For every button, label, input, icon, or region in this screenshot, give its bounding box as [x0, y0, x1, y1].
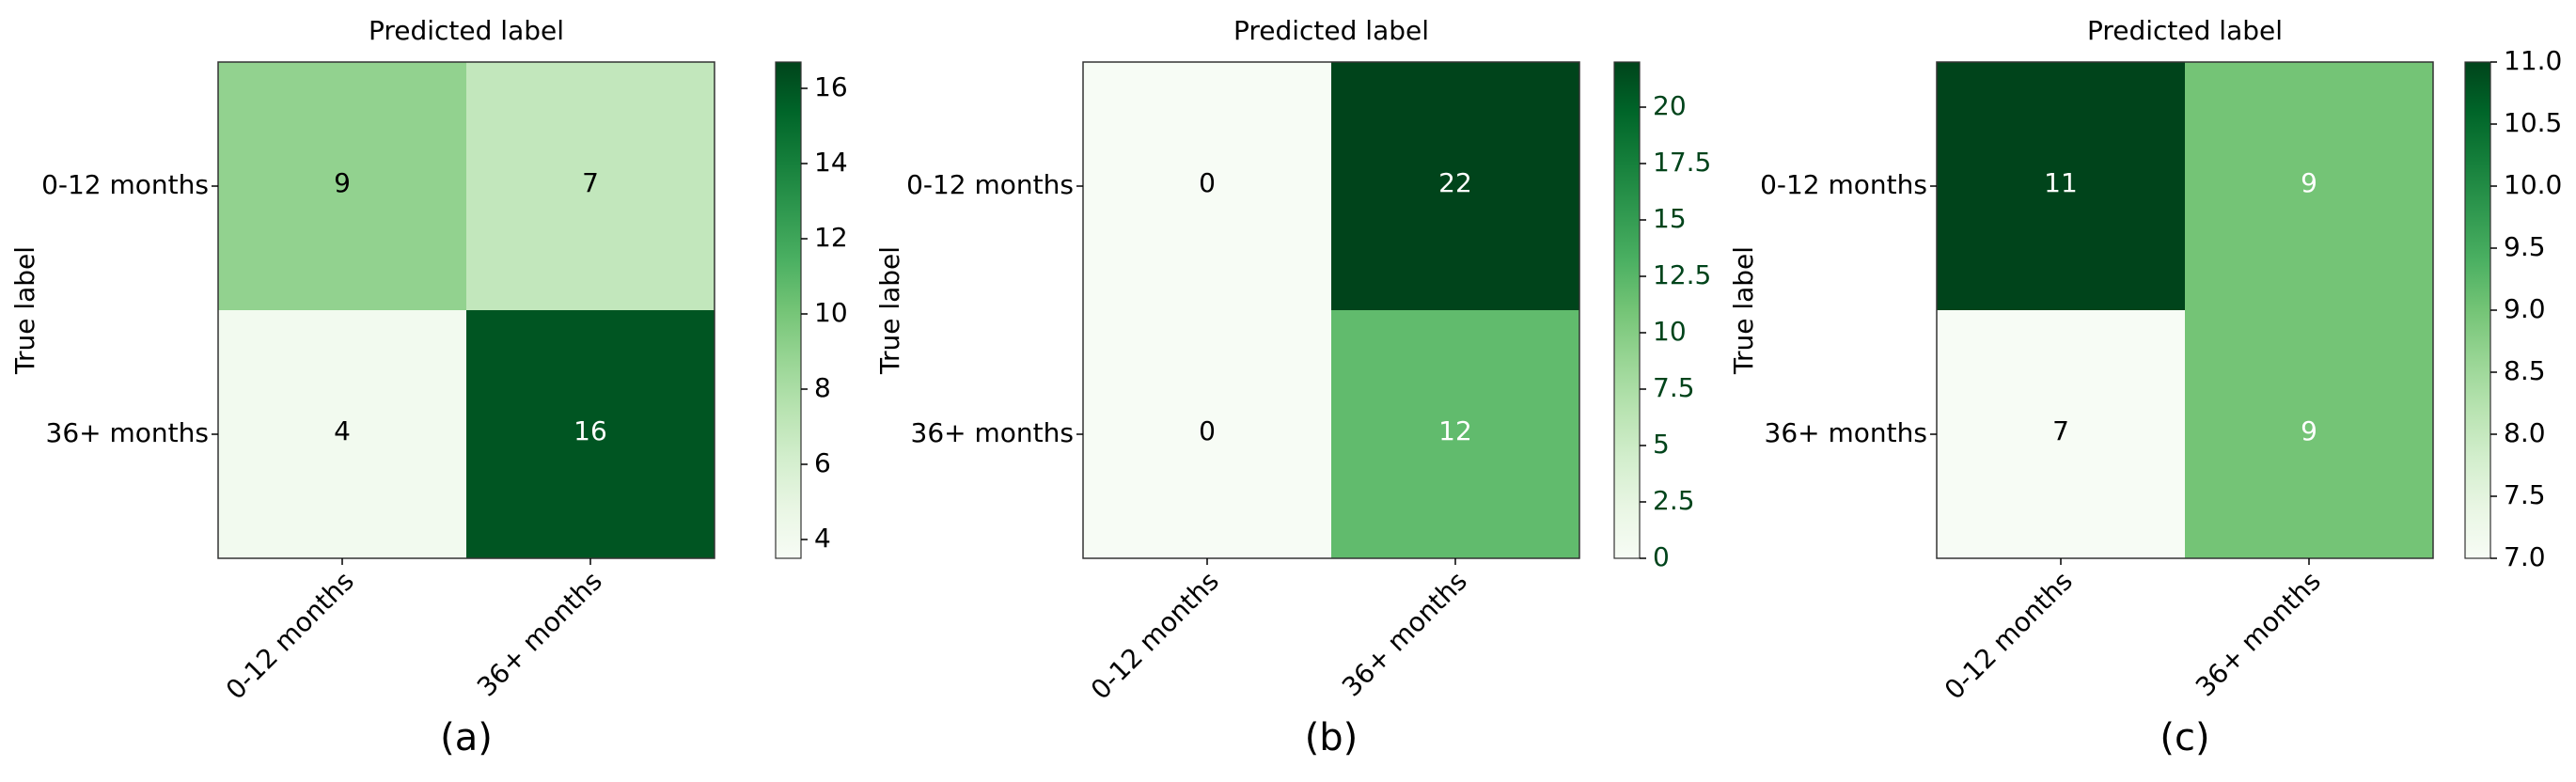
colorbar-tick-label: 10.0	[2504, 169, 2562, 200]
heatmap-cell	[1083, 62, 1331, 310]
colorbar-tick-label: 20	[1653, 90, 1687, 121]
colorbar-tick-label: 11.0	[2504, 45, 2562, 76]
plot-frame	[1936, 61, 2434, 559]
y-tick-label: 0-12 months	[906, 169, 1074, 200]
heatmap-cell	[1083, 310, 1331, 558]
colorbar-tick-label: 7.5	[2504, 479, 2546, 510]
heatmap-cell	[466, 62, 715, 310]
colorbar-tick-label: 6	[814, 447, 831, 478]
y-tick-label: 0-12 months	[1760, 169, 1927, 200]
colorbar-tick-label: 5	[1653, 429, 1670, 460]
cell-value-label: 9	[2301, 415, 2317, 446]
colorbar-tick-label: 8.0	[2504, 417, 2546, 448]
colorbar-tick-label: 0	[1653, 541, 1670, 572]
panel-caption: (a)	[440, 716, 493, 759]
x-tick-label: 36+ months	[471, 566, 608, 703]
plot-frame	[217, 61, 715, 559]
heatmap-cell	[1331, 62, 1579, 310]
panel-caption: (c)	[2160, 716, 2209, 759]
cell-value-label: 9	[2301, 167, 2317, 198]
colorbar	[1613, 61, 1641, 559]
colorbar-tick-label: 7.0	[2504, 541, 2546, 572]
cell-value-label: 4	[334, 415, 351, 446]
cell-value-label: 7	[2052, 415, 2069, 446]
chart-title: Predicted label	[2087, 15, 2283, 46]
y-tick-label: 36+ months	[911, 417, 1074, 448]
colorbar-tick-label: 9.0	[2504, 293, 2546, 324]
cell-value-label: 7	[582, 167, 599, 198]
colorbar-tick-label: 10	[814, 297, 848, 328]
y-axis-label: True label	[9, 246, 40, 375]
colorbar-tick-label: 7.5	[1653, 372, 1695, 403]
heatmap-cell	[2185, 310, 2433, 558]
heatmap-cell	[1937, 310, 2185, 558]
plot-frame	[1082, 61, 1580, 559]
colorbar-tick-label: 4	[814, 523, 831, 554]
x-tick-label: 36+ months	[1336, 566, 1473, 703]
chart-title: Predicted label	[1233, 15, 1429, 46]
colorbar	[2464, 61, 2491, 559]
x-tick-label: 36+ months	[2190, 566, 2327, 703]
cell-value-label: 0	[1199, 415, 1216, 446]
colorbar-tick-label: 8.5	[2504, 355, 2546, 386]
colorbar-tick-label: 15	[1653, 203, 1687, 234]
cell-value-label: 9	[334, 167, 351, 198]
y-axis-label: True label	[1728, 246, 1759, 375]
x-tick-label: 0-12 months	[1085, 566, 1225, 706]
panel-caption: (b)	[1305, 716, 1359, 759]
cell-value-label: 16	[573, 415, 607, 446]
chart-title: Predicted label	[369, 15, 564, 46]
cell-value-label: 12	[1438, 415, 1472, 446]
colorbar-tick-label: 14	[814, 147, 848, 178]
heatmap-cell	[1331, 310, 1579, 558]
colorbar-tick-label: 9.5	[2504, 231, 2546, 262]
colorbar-tick-label: 2.5	[1653, 485, 1695, 516]
confusion-matrix-panel-3: Predicted label 11 9 7 9 0-12 months 36+ month…	[1728, 15, 2562, 759]
colorbar-tick-label: 8	[814, 372, 831, 403]
colorbar-tick-label: 10	[1653, 316, 1687, 347]
cell-value-label: 22	[1438, 167, 1472, 198]
colorbar-tick-label: 17.5	[1653, 147, 1711, 178]
colorbar-tick-label: 10.5	[2504, 107, 2562, 138]
x-tick-label: 0-12 months	[220, 566, 360, 706]
colorbar	[775, 61, 802, 559]
y-tick-label: 0-12 months	[41, 169, 209, 200]
x-tick-label: 0-12 months	[1939, 566, 2079, 706]
heatmap-cell	[2185, 62, 2433, 310]
y-tick-label: 36+ months	[1765, 417, 1927, 448]
heatmap-cell	[218, 62, 466, 310]
confusion-matrix-panel-1: Predicted label 9 7 4 16 0-12 months 36+ month…	[9, 15, 848, 759]
heatmap-cell	[1937, 62, 2185, 310]
y-tick-label: 36+ months	[46, 417, 209, 448]
cell-value-label: 11	[2044, 167, 2078, 198]
y-axis-label: True label	[874, 246, 905, 375]
heatmap-cell	[466, 310, 715, 558]
colorbar-tick-label: 12.5	[1653, 259, 1711, 290]
confusion-matrix-panel-2: Predicted label 0 22 0 12 0-12 months 36+ mont…	[874, 15, 1711, 759]
colorbar-tick-label: 16	[814, 71, 848, 102]
colorbar-tick-label: 12	[814, 222, 848, 253]
cell-value-label: 0	[1199, 167, 1216, 198]
heatmap-cell	[218, 310, 466, 558]
